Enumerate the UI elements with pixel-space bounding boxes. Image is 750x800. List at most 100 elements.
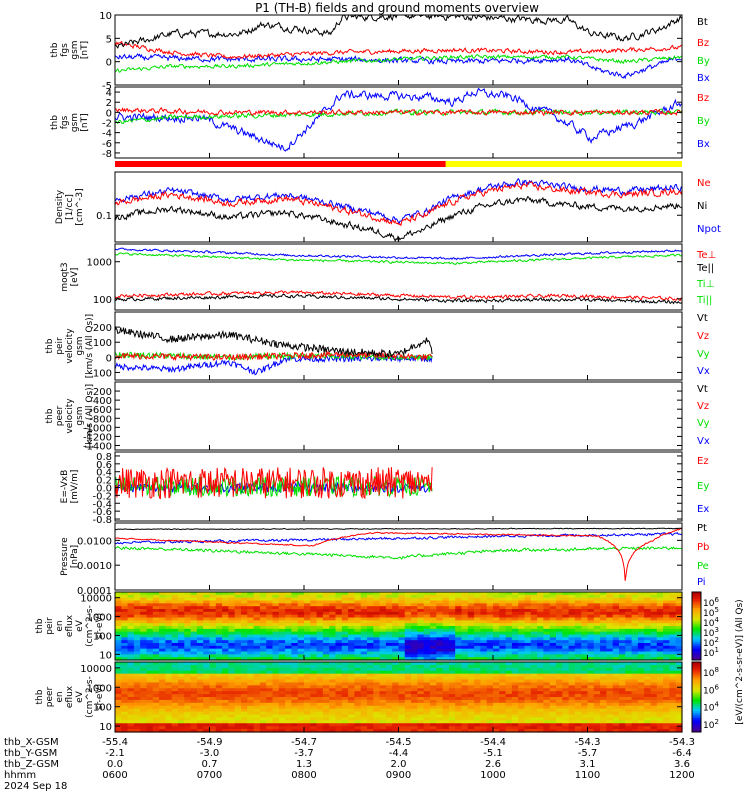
spectrogram-cell (140, 594, 148, 599)
spectrogram-cell (593, 679, 601, 684)
spectrogram-cell (304, 617, 311, 621)
spectrogram-cell (612, 673, 620, 678)
spectrogram-cell (121, 640, 129, 644)
spectrogram-cell (266, 597, 274, 602)
spectrogram-cell (423, 720, 431, 724)
spectrogram-cell (121, 705, 129, 710)
spectrogram-cell (442, 664, 450, 669)
spectrogram-cell (152, 705, 160, 710)
spectrogram-cell (511, 645, 519, 650)
spectrogram-cell (562, 688, 570, 692)
spectrogram-cell (411, 697, 418, 701)
spectrogram-cell (543, 688, 551, 692)
spectrogram-cell (612, 679, 620, 684)
spectrogram-cell (133, 626, 141, 630)
spectrogram-cell (367, 654, 374, 658)
spectrogram-cell (398, 667, 406, 672)
spectrogram-cell (619, 643, 626, 647)
spectrogram-cell (505, 708, 513, 713)
spectrogram-cell (637, 637, 645, 641)
colorbar-cell (692, 653, 701, 656)
spectrogram-cell (631, 664, 639, 669)
spectrogram-cell (171, 631, 179, 636)
spectrogram-cell (152, 626, 160, 630)
spectrogram-cell (524, 723, 532, 727)
x-row-value: -54.7 (291, 737, 317, 748)
spectrogram-cell (543, 623, 551, 627)
spectrogram-cell (612, 711, 620, 716)
spectrogram-cell (253, 654, 261, 658)
spectrogram-cell (341, 600, 349, 604)
spectrogram-cell (669, 611, 677, 616)
spectrogram-cell (247, 640, 255, 644)
legend-By: By (697, 116, 710, 127)
spectrogram-cell (663, 631, 670, 636)
spectrogram-cell (549, 723, 557, 727)
spectrogram-cell (411, 617, 418, 621)
spectrogram-cell (159, 609, 166, 613)
y-tick-label: 0.1 (96, 211, 112, 222)
spectrogram-cell (581, 688, 589, 692)
spectrogram-cell (530, 694, 538, 698)
spectrogram-cell (606, 711, 614, 716)
spectrogram-cell (530, 631, 538, 636)
spectrogram-cell (511, 679, 519, 684)
spectrogram-cell (581, 606, 589, 610)
spectrogram-cell (663, 637, 670, 641)
spectrogram-cell (524, 699, 532, 704)
spectrogram-cell (341, 708, 349, 713)
spectrogram-cell (354, 631, 362, 636)
spectrogram-cell (530, 711, 538, 716)
spectrogram-cell (140, 634, 148, 638)
spectrogram-cell (247, 717, 255, 721)
spectrogram-cell (184, 705, 192, 710)
spectrogram-cell (442, 597, 450, 602)
spectrogram-cell (291, 714, 299, 719)
spectrogram-cell (442, 694, 450, 698)
spectrogram-cell (549, 685, 557, 689)
spectrogram-cell (474, 657, 481, 661)
spectrogram-cell (133, 648, 141, 653)
spectrogram-cell (524, 702, 532, 707)
spectrogram-cell (367, 640, 374, 644)
spectrogram-cell (675, 645, 683, 650)
spectrogram-cell (493, 597, 500, 602)
spectrogram-cell (115, 597, 122, 602)
spectrogram-cell (543, 676, 551, 681)
spectrogram-cell (373, 654, 381, 658)
y-tick-label: 100 (93, 703, 112, 714)
spectrogram-cell (524, 603, 532, 607)
spectrogram-cell (524, 662, 532, 666)
spectrogram-cell (133, 670, 141, 675)
y-axis-label: peer (45, 686, 55, 707)
spectrogram-cell (411, 720, 418, 724)
spectrogram-cell (259, 720, 267, 724)
spectrogram-cell (266, 611, 274, 616)
spectrogram-cell (184, 708, 192, 713)
spectrogram-cell (518, 662, 526, 666)
spectrogram-cell (203, 606, 211, 610)
spectrogram-cell (543, 628, 551, 633)
spectrogram-cell (228, 667, 236, 672)
spectrogram-cell (543, 606, 551, 610)
spectrogram-cell (152, 651, 160, 655)
spectrogram-cell (297, 664, 305, 669)
spectrogram-cell (537, 679, 544, 684)
spectrogram-cell (574, 682, 582, 686)
spectrogram-cell (562, 676, 570, 681)
spectrogram-cell (159, 664, 166, 669)
spectrogram-cell (562, 702, 570, 707)
colorbar-cell (692, 678, 701, 682)
spectrogram-cell (669, 708, 677, 713)
spectrogram-cell (574, 603, 582, 607)
spectrogram-cell (241, 685, 248, 689)
spectrogram-cell (121, 723, 129, 727)
spectrogram-cell (285, 645, 292, 650)
spectrogram-cell (215, 702, 223, 707)
spectrogram-cell (480, 620, 488, 624)
spectrogram-cell (474, 631, 481, 636)
spectrogram-cell (505, 620, 513, 624)
spectrogram-cell (373, 717, 381, 721)
spectrogram-cell (285, 637, 292, 641)
spectrogram-cell (329, 729, 337, 733)
